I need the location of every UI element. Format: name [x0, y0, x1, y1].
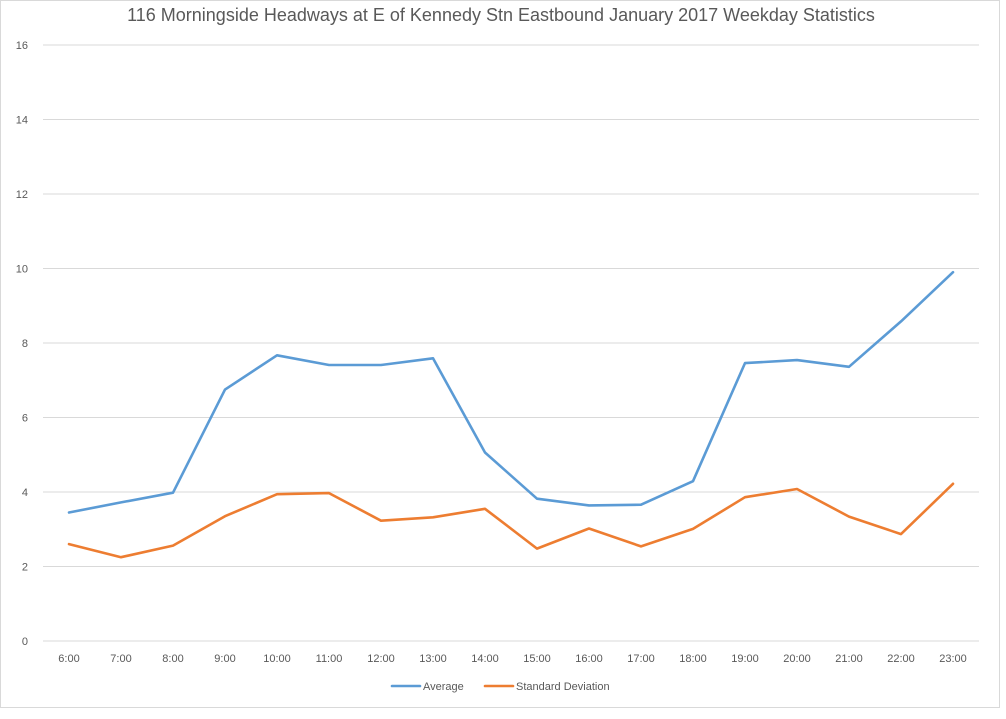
x-tick-label: 23:00 — [939, 653, 967, 665]
legend-label: Average — [423, 681, 464, 693]
x-tick-label: 20:00 — [783, 653, 811, 665]
y-tick-label: 10 — [16, 264, 28, 276]
x-tick-label: 12:00 — [367, 653, 395, 665]
x-tick-label: 17:00 — [627, 653, 655, 665]
x-tick-label: 22:00 — [887, 653, 915, 665]
y-tick-label: 12 — [16, 189, 28, 201]
x-tick-label: 14:00 — [471, 653, 499, 665]
line-chart: 0 2 4 6 8 10 12 14 16 6:00 7:00 8:00 9:00 10:00 11:00… — [16, 40, 979, 693]
y-axis: 0 2 4 6 8 10 12 14 16 — [16, 40, 28, 648]
gridlines — [43, 44, 979, 642]
x-tick-label: 18:00 — [679, 653, 707, 665]
x-tick-label: 10:00 — [263, 653, 291, 665]
y-tick-label: 4 — [22, 487, 28, 499]
y-tick-label: 0 — [22, 636, 28, 648]
x-tick-label: 11:00 — [316, 653, 343, 665]
y-tick-label: 14 — [16, 115, 28, 127]
chart-frame: 116 Morningside Headways at E of Kennedy… — [0, 0, 1000, 708]
y-tick-label: 16 — [16, 40, 28, 52]
x-tick-label: 15:00 — [523, 653, 551, 665]
y-tick-label: 8 — [22, 338, 28, 350]
legend: Average Standard Deviation — [390, 681, 610, 693]
x-tick-label: 19:00 — [731, 653, 759, 665]
series-line-0 — [67, 270, 955, 514]
y-tick-label: 2 — [22, 562, 28, 574]
x-tick-label: 21:00 — [835, 653, 863, 665]
series-lines — [67, 270, 955, 559]
x-axis: 6:00 7:00 8:00 9:00 10:00 11:00 12:00 13:00 14:0… — [58, 653, 966, 665]
chart-title: 116 Morningside Headways at E of Kennedy… — [127, 5, 875, 25]
series-line-1 — [67, 482, 955, 559]
x-tick-label: 6:00 — [58, 653, 79, 665]
x-tick-label: 16:00 — [575, 653, 603, 665]
x-tick-label: 9:00 — [214, 653, 235, 665]
x-tick-label: 13:00 — [419, 653, 447, 665]
y-tick-label: 6 — [22, 413, 28, 425]
x-tick-label: 8:00 — [162, 653, 183, 665]
legend-label: Standard Deviation — [516, 681, 610, 693]
x-tick-label: 7:00 — [110, 653, 131, 665]
